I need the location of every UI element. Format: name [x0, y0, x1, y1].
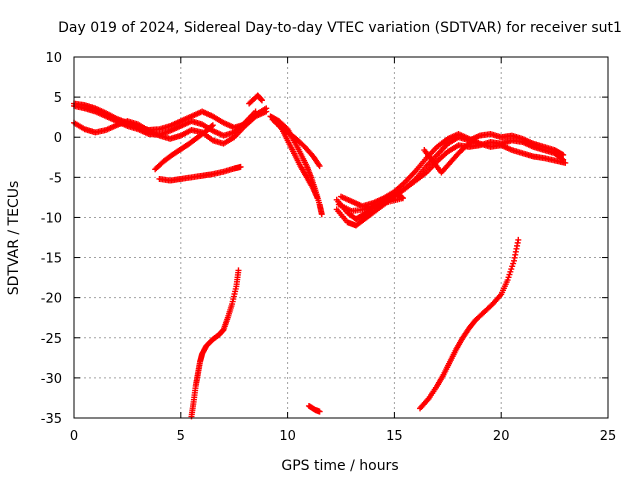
y-axis-label: SDTVAR / TECUs: [6, 181, 22, 296]
x-tick-label: 25: [600, 429, 617, 444]
y-tick-label: 0: [54, 131, 62, 146]
y-tick-label: 5: [54, 91, 62, 106]
plot-frame: [73, 56, 609, 419]
data-point: [235, 267, 242, 274]
x-tick-label: 20: [493, 429, 510, 444]
x-tick-label: 15: [386, 429, 403, 444]
data-point: [472, 135, 479, 142]
data-point: [509, 263, 516, 270]
series-track-17: [417, 236, 522, 412]
data-point: [314, 195, 321, 202]
y-tick-label: -30: [41, 372, 62, 387]
data-point: [505, 274, 512, 281]
data-point: [560, 151, 567, 158]
data-point: [316, 163, 323, 170]
y-tick-label: -5: [49, 171, 62, 186]
series-track-11: [333, 131, 567, 229]
series-track-4: [152, 122, 216, 173]
series-track-9: [276, 122, 323, 170]
y-tick-label: -25: [41, 332, 62, 347]
series-track-2: [71, 102, 259, 139]
series-track-15: [188, 267, 242, 420]
data-points: [71, 92, 569, 420]
data-point: [507, 268, 514, 275]
data-point: [510, 260, 517, 267]
series-track-12: [338, 131, 569, 210]
data-point: [395, 191, 402, 198]
data-point: [258, 97, 265, 104]
data-point: [515, 236, 522, 243]
series-track-14: [421, 135, 479, 176]
data-point: [504, 277, 511, 284]
ticks: 0 5 10 15 20 25 10 5 0 -5 -10 -15 -20 -25 -30 -35: [41, 51, 617, 444]
x-tick-label: 5: [177, 429, 185, 444]
data-point: [208, 122, 215, 129]
data-point: [263, 108, 270, 115]
series-track-5: [156, 163, 244, 184]
y-tick-label: -20: [41, 292, 62, 307]
data-point: [562, 159, 569, 166]
series-track-13: [335, 191, 406, 215]
y-tick-label: 10: [45, 51, 62, 66]
x-tick-label: 10: [279, 429, 296, 444]
y-tick-label: -15: [41, 252, 62, 267]
data-point: [318, 211, 325, 218]
series-track-16: [305, 402, 323, 415]
series-track-6: [246, 92, 265, 107]
data-point: [209, 122, 216, 129]
data-point: [316, 408, 323, 415]
y-tick-label: -10: [41, 211, 62, 226]
chart-title: Day 019 of 2024, Sidereal Day-to-day VTE…: [58, 20, 622, 36]
x-tick-label: 0: [70, 429, 78, 444]
x-axis-label: GPS time / hours: [281, 458, 398, 474]
data-point: [508, 266, 515, 273]
data-point: [237, 163, 244, 170]
data-point: [471, 136, 478, 143]
grid: [74, 57, 608, 418]
y-tick-label: -35: [41, 412, 62, 427]
data-point: [506, 271, 513, 278]
